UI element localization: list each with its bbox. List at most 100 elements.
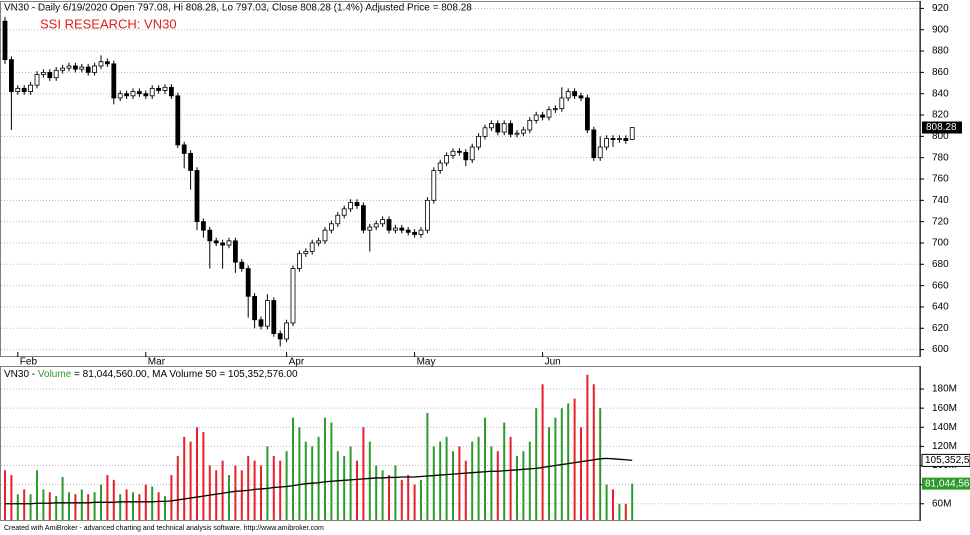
y-tick-label: 880 bbox=[932, 46, 949, 57]
volume-bar bbox=[324, 417, 326, 520]
candle-body bbox=[21, 87, 27, 92]
volume-bar bbox=[61, 476, 64, 520]
y-tick-label: 860 bbox=[932, 67, 949, 78]
volume-bar bbox=[317, 436, 320, 520]
candle-body bbox=[418, 229, 424, 235]
candle-body bbox=[392, 227, 398, 231]
volume-bar bbox=[87, 494, 90, 520]
candle-body bbox=[207, 229, 213, 242]
candle-body bbox=[437, 162, 443, 171]
volume-bar bbox=[407, 475, 410, 520]
volume-bar bbox=[496, 451, 499, 520]
candle-body bbox=[213, 240, 219, 244]
candle-body bbox=[15, 87, 21, 92]
volume-bar bbox=[93, 492, 96, 520]
candle-body bbox=[143, 93, 149, 97]
volume-bar bbox=[298, 427, 301, 520]
candle-body bbox=[47, 71, 53, 79]
volume-bar bbox=[368, 441, 371, 520]
candle-body bbox=[578, 95, 584, 99]
volume-bar bbox=[80, 489, 83, 520]
candle-body bbox=[136, 91, 142, 95]
candle-body bbox=[226, 240, 232, 246]
y-tick-label: 800 bbox=[932, 131, 949, 142]
annotation: SSI RESEARCH: VN30 bbox=[40, 16, 177, 31]
candle-body bbox=[456, 150, 462, 153]
candle-body bbox=[450, 150, 456, 156]
candle-body bbox=[553, 108, 558, 111]
volume-bar bbox=[279, 460, 282, 520]
volume-bar bbox=[452, 451, 454, 520]
volume-bar bbox=[16, 494, 19, 520]
candle-body bbox=[604, 138, 609, 148]
volume-bar bbox=[586, 374, 589, 520]
volume-bar bbox=[388, 475, 390, 520]
candle-body bbox=[482, 127, 488, 137]
ma-line bbox=[5, 457, 633, 505]
volume-bar bbox=[170, 475, 173, 520]
candle-body bbox=[354, 202, 360, 207]
candle-body bbox=[521, 129, 526, 134]
y-tick-label: 680 bbox=[932, 259, 949, 270]
volume-bar bbox=[42, 489, 45, 520]
volume-bar bbox=[266, 446, 269, 520]
y-tick-label: 660 bbox=[932, 280, 949, 291]
volume-bar bbox=[112, 479, 115, 520]
candle-body bbox=[585, 97, 590, 131]
candle-body bbox=[597, 146, 603, 159]
candle-body bbox=[469, 146, 475, 161]
volume-bar bbox=[138, 494, 141, 520]
volume-bar bbox=[157, 492, 160, 520]
candle-body bbox=[2, 20, 8, 60]
candle-body bbox=[175, 95, 181, 146]
candle-body bbox=[85, 66, 91, 73]
candle-body bbox=[405, 229, 411, 233]
volume-bar bbox=[228, 475, 230, 520]
volume-bar bbox=[336, 451, 339, 520]
volume-bar bbox=[74, 494, 77, 520]
candle-body bbox=[399, 227, 405, 231]
volume-bar bbox=[189, 441, 192, 520]
volume-bar bbox=[528, 441, 531, 520]
volume-bar bbox=[516, 455, 518, 520]
candle-body bbox=[309, 242, 315, 252]
candle-body bbox=[335, 214, 341, 225]
candle-body bbox=[188, 153, 194, 171]
candle-body bbox=[617, 138, 622, 140]
volume-bar bbox=[458, 446, 461, 520]
volume-bar bbox=[183, 436, 186, 520]
candle-body bbox=[514, 132, 520, 135]
y-tick-label: 840 bbox=[932, 88, 949, 99]
candle-body bbox=[424, 199, 430, 231]
candle-body bbox=[559, 97, 565, 110]
volume-bar bbox=[631, 483, 634, 520]
candle-body bbox=[239, 261, 245, 269]
candle-body bbox=[610, 138, 616, 140]
volume-bar bbox=[349, 446, 352, 520]
candle-body bbox=[194, 170, 200, 223]
x-tick-label: Jun bbox=[545, 357, 561, 368]
candle-body bbox=[629, 127, 635, 140]
volume-bar bbox=[420, 479, 422, 520]
candle-body bbox=[92, 65, 97, 73]
volume-bar bbox=[304, 441, 307, 520]
volume-bar bbox=[215, 470, 218, 520]
candle-body bbox=[444, 155, 450, 164]
volume-bar bbox=[400, 479, 403, 520]
volume-bar bbox=[48, 492, 51, 520]
volume-bar bbox=[68, 492, 70, 520]
y-tick-label: 60M bbox=[932, 498, 951, 509]
volume-bar bbox=[624, 503, 627, 520]
candle-body bbox=[348, 202, 354, 210]
volume-bar bbox=[477, 436, 480, 520]
candle-body bbox=[66, 65, 72, 69]
volume-bar bbox=[490, 446, 493, 520]
candle-body bbox=[412, 231, 418, 235]
candle-body bbox=[28, 84, 34, 92]
candle-body bbox=[508, 123, 514, 135]
volume-bar bbox=[381, 470, 384, 520]
candle-body bbox=[252, 295, 258, 321]
candle-body bbox=[476, 135, 482, 148]
volume-label-box bbox=[922, 477, 970, 490]
volume-bar bbox=[343, 455, 346, 520]
